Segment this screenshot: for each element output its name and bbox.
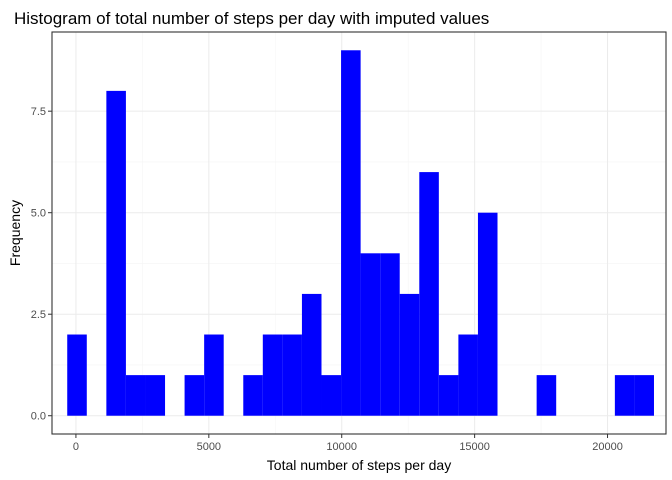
x-axis: 0 5000 10000 15000 20000: [73, 434, 623, 453]
histogram-bar: [106, 90, 126, 416]
histogram-bar: [536, 375, 557, 416]
histogram-bar: [360, 253, 381, 416]
x-tick-label: 20000: [592, 441, 623, 453]
y-tick-label: 0.0: [31, 411, 46, 423]
x-tick-label: 0: [73, 441, 79, 453]
x-axis-title: Total number of steps per day: [267, 457, 451, 473]
histogram-bar: [321, 375, 342, 416]
histogram-bar: [204, 334, 224, 416]
histogram-bar: [262, 334, 283, 416]
histogram-bar: [243, 375, 263, 416]
y-tick-label: 2.5: [31, 309, 46, 321]
x-tick-label: 15000: [459, 441, 490, 453]
y-axis-title: Frequency: [7, 200, 23, 266]
bars: [67, 50, 654, 416]
y-tick-label: 5.0: [31, 208, 46, 220]
histogram-bar: [614, 375, 635, 416]
y-tick-label: 7.5: [31, 106, 46, 118]
x-tick-label: 5000: [197, 441, 221, 453]
histogram-bar: [399, 293, 420, 416]
y-axis: 0.0 2.5 5.0 7.5: [31, 106, 52, 423]
histogram-bar: [341, 50, 361, 416]
histogram-bar: [145, 375, 166, 416]
histogram-bar: [634, 375, 654, 416]
histogram-bar: [282, 334, 302, 416]
histogram-bar: [184, 375, 205, 416]
panel-border: [51, 31, 667, 435]
histogram-bar: [477, 212, 498, 416]
histogram-bar: [301, 293, 322, 416]
histogram-bar: [380, 253, 400, 416]
x-tick-label: 10000: [326, 441, 357, 453]
histogram-bar: [438, 375, 459, 416]
histogram-bar: [419, 172, 439, 416]
histogram-bar: [458, 334, 478, 416]
histogram-bar: [67, 334, 87, 416]
chart-title: Histogram of total number of steps per d…: [14, 9, 489, 28]
histogram-bar: [125, 375, 146, 416]
